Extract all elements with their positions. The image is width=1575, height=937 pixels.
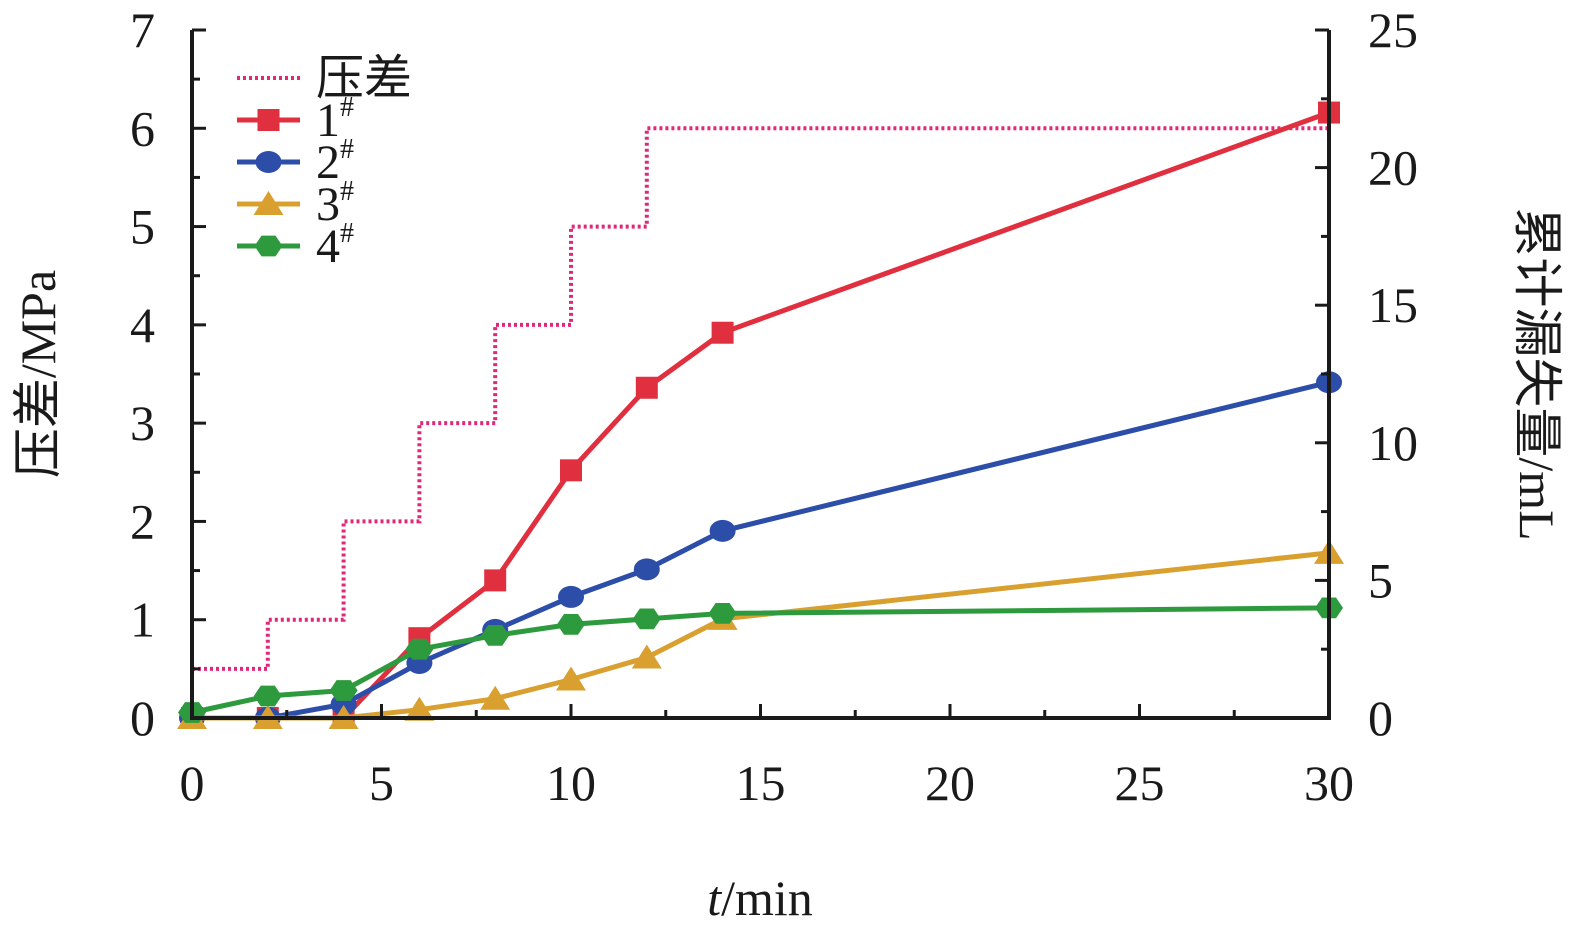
y-right-tick-label: 20 [1368, 140, 1418, 196]
series-2-point [633, 558, 660, 581]
x-tick-label: 5 [369, 755, 394, 811]
series-1-line [192, 110, 1330, 721]
legend-label-sup: # [340, 176, 354, 207]
x-tick-label: 30 [1304, 755, 1354, 811]
legend-marker-2 [255, 151, 282, 173]
y-left-tick-label: 7 [130, 2, 155, 58]
legend-label-sup: # [340, 218, 354, 249]
y-left-tick-label: 4 [130, 297, 155, 353]
series-4-point [405, 638, 434, 660]
series-2-point [558, 585, 584, 608]
legend-marker-4 [254, 235, 283, 257]
legend-label: 压差 [316, 52, 412, 105]
y-right-tick-label: 5 [1368, 552, 1393, 608]
legend-marker-3 [253, 191, 284, 215]
y-left-tick-label: 3 [130, 395, 155, 451]
legend-label: 2# [316, 134, 354, 189]
y-right-tick-label: 25 [1368, 2, 1418, 58]
series-3-point [404, 696, 435, 721]
legend-label-sup: # [340, 92, 354, 123]
series-1-point [635, 376, 658, 399]
series-4-point [481, 625, 510, 646]
series-4-point [329, 680, 358, 701]
series-4-point [632, 608, 661, 630]
series-4-point [557, 614, 585, 635]
y-right-tick-label: 10 [1368, 415, 1418, 471]
y-left-tick-label: 2 [130, 493, 155, 549]
pressure-step-line [192, 126, 1329, 671]
legend-label-number: 4 [316, 220, 340, 273]
legend-label-sup: # [340, 134, 354, 165]
x-axis-title: t/min [707, 870, 813, 926]
y-left-tick-label: 0 [130, 690, 155, 746]
series-3-point [480, 685, 511, 710]
legend: 压差1#2#3#4# [237, 52, 412, 273]
y-left-axis-title: 压差/MPa [10, 270, 66, 478]
series-1-point [560, 459, 582, 482]
y-right-axis-title: 累计漏失量/mL [1509, 207, 1565, 540]
series-3-point [556, 666, 586, 691]
y-right-tick-label: 15 [1368, 277, 1418, 333]
series-2-point [709, 519, 736, 542]
series-4-point [708, 603, 737, 624]
legend-label: 4# [316, 218, 354, 273]
x-tick-label: 25 [1115, 755, 1165, 811]
series-1-point [484, 569, 507, 592]
y-left-tick-label: 5 [130, 199, 155, 255]
legend-label-number: 3 [316, 178, 340, 231]
series-2-line [192, 379, 1330, 721]
legend-label: 3# [316, 176, 354, 231]
legend-label-number: 1 [316, 94, 340, 147]
legend-marker-1 [257, 109, 280, 131]
x-axis-title-unit: /min [721, 870, 813, 926]
y-left-tick-label: 1 [130, 592, 155, 648]
series-1-point [711, 321, 734, 344]
x-tick-label: 20 [925, 755, 975, 811]
series-4-point [253, 685, 282, 707]
series-3-point [631, 644, 662, 669]
x-tick-label: 10 [546, 755, 596, 811]
legend-label-number: 2 [316, 136, 340, 189]
x-tick-label: 0 [180, 755, 205, 811]
y-left-tick-label: 6 [130, 100, 155, 156]
legend-label: 1# [316, 92, 354, 147]
x-axis-title-italic: t [707, 870, 722, 926]
y-right-tick-label: 0 [1368, 690, 1393, 746]
x-tick-label: 15 [736, 755, 786, 811]
